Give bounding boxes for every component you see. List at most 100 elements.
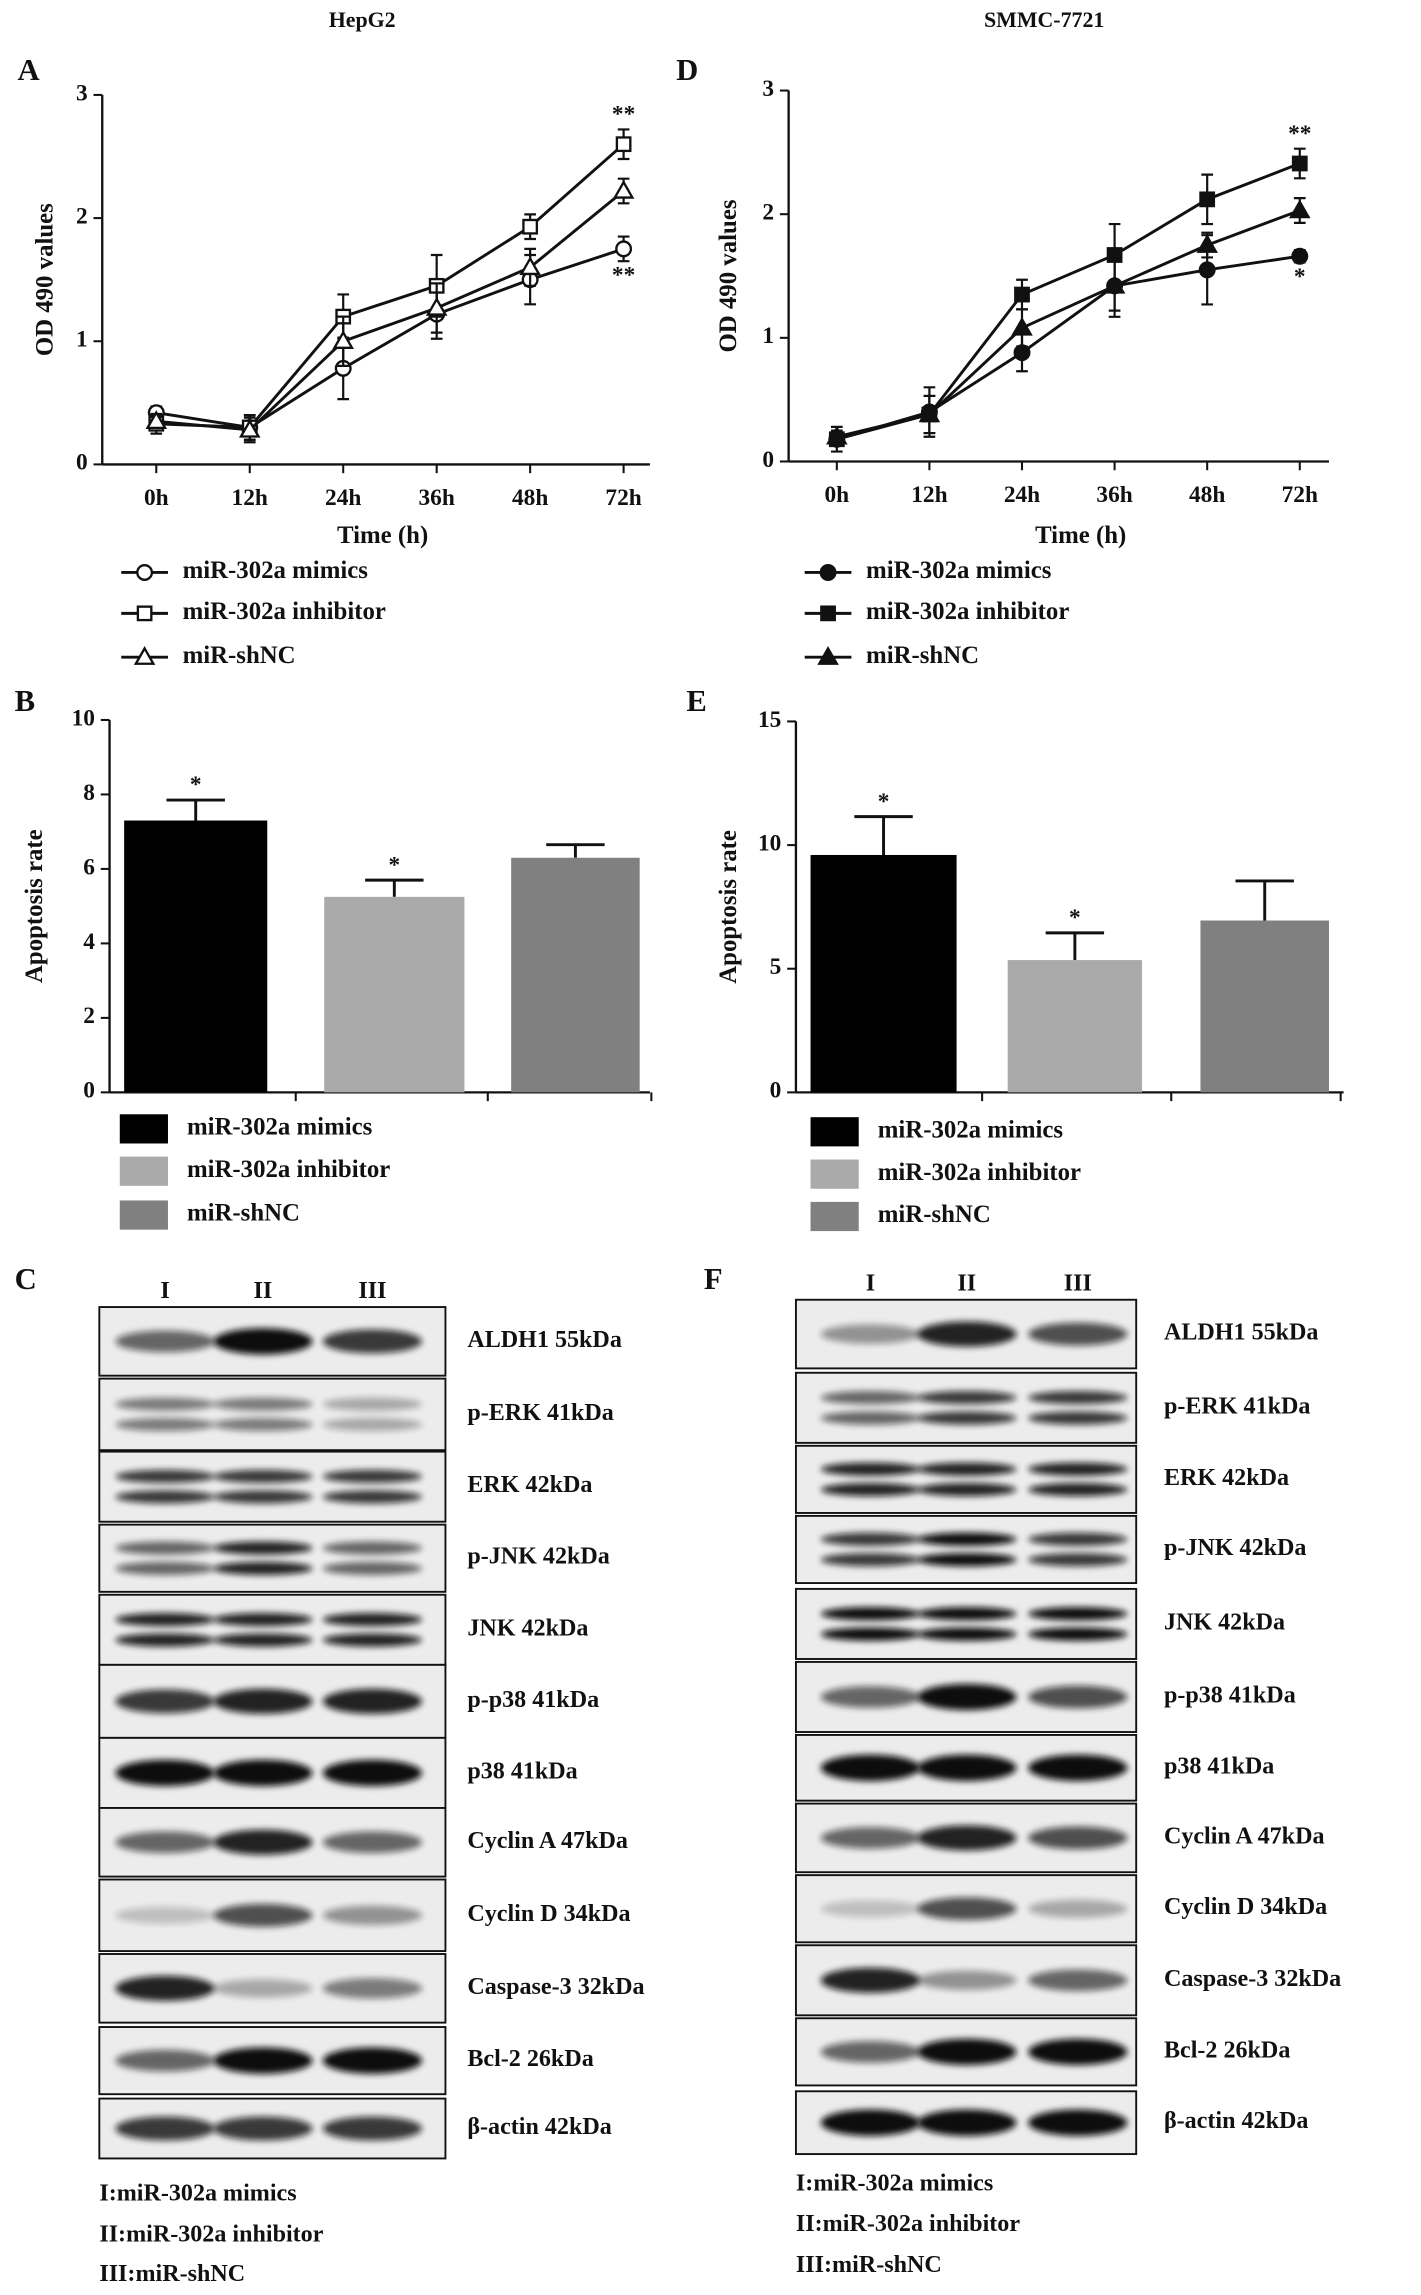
band	[322, 1561, 423, 1576]
bar	[324, 896, 465, 1093]
blot-strip	[98, 1523, 447, 1593]
band	[322, 1759, 423, 1787]
band	[115, 1831, 215, 1854]
y-tick-label: 0	[762, 447, 774, 473]
bar	[124, 820, 268, 1093]
band	[917, 1321, 1017, 1347]
band	[820, 1391, 921, 1405]
band	[820, 1967, 921, 1993]
protein-label: Cyclin A 47kDa	[467, 1828, 628, 1854]
band	[917, 1391, 1017, 1405]
marker	[425, 296, 448, 316]
band	[917, 1553, 1017, 1567]
series-line	[836, 254, 1300, 441]
x-axis-label: Time (h)	[1035, 522, 1126, 549]
x-tick-label: 0h	[824, 482, 849, 508]
lane-label: III	[1064, 1271, 1092, 1297]
legend-label: miR-302a inhibitor	[187, 1156, 390, 1183]
marker	[1199, 191, 1216, 208]
protein-label: ALDH1 55kDa	[467, 1327, 622, 1353]
lane-key: II:miR-302a inhibitor	[796, 2211, 1020, 2237]
legend-label: miR-302a mimics	[183, 557, 369, 584]
protein-label: p38 41kDa	[1164, 1753, 1274, 1779]
marker	[820, 605, 836, 622]
y-tick-label: 0	[770, 1078, 782, 1104]
legend-swatch	[810, 1201, 859, 1232]
band	[1028, 1532, 1128, 1546]
band	[322, 1397, 423, 1411]
legend-swatch	[119, 1114, 168, 1144]
band	[213, 2047, 313, 2074]
significance: **	[1288, 121, 1311, 147]
marker	[1103, 274, 1126, 294]
band	[213, 1469, 313, 1484]
band	[1028, 1462, 1128, 1476]
band	[917, 1483, 1017, 1497]
y-tick-label: 2	[762, 200, 774, 226]
band	[1028, 1826, 1128, 1850]
band	[1028, 1483, 1128, 1497]
protein-label: Bcl-2 26kDa	[467, 2046, 593, 2072]
marker	[826, 425, 848, 445]
protein-label: Bcl-2 26kDa	[1164, 2037, 1290, 2063]
band	[115, 1418, 215, 1432]
band	[115, 1330, 215, 1353]
significance: *	[388, 852, 400, 878]
error-bar	[1045, 931, 1105, 961]
band	[213, 1490, 313, 1504]
y-tick-label: 4	[83, 929, 95, 955]
band	[115, 1397, 215, 1411]
band	[322, 1612, 423, 1627]
band	[820, 1686, 921, 1708]
protein-label: p-p38 41kDa	[467, 1687, 599, 1713]
lane-key: III:miR-shNC	[796, 2252, 942, 2278]
x-tick-label: 12h	[232, 485, 268, 511]
y-tick-label: 15	[758, 707, 781, 733]
series-line	[156, 247, 625, 429]
significance: *	[1069, 905, 1081, 931]
lane-key: I:miR-302a mimics	[99, 2180, 296, 2206]
legend-label: miR-302a mimics	[878, 1117, 1064, 1144]
y-tick-label: 2	[76, 203, 88, 229]
band	[322, 1329, 423, 1354]
legend-swatch	[810, 1117, 859, 1147]
x-tick-label: 72h	[605, 485, 641, 511]
lane-key: II:miR-302a inhibitor	[99, 2221, 323, 2247]
band	[213, 1612, 313, 1627]
marker	[615, 240, 633, 258]
band	[1028, 1411, 1128, 1425]
band	[115, 1906, 215, 1924]
legend-swatch	[119, 1156, 168, 1186]
marker	[1198, 261, 1216, 279]
band	[1028, 2109, 1128, 2136]
chart-title: SMMC-7721	[984, 7, 1104, 32]
band	[1028, 1391, 1128, 1405]
bar	[810, 854, 957, 1093]
blot-strip	[794, 1514, 1138, 1585]
band	[322, 1831, 423, 1854]
marker	[1011, 316, 1033, 336]
band	[820, 1607, 921, 1621]
panel-letter: B	[15, 684, 35, 718]
band	[322, 2116, 423, 2141]
y-tick-label: 5	[770, 954, 782, 980]
marker	[1014, 286, 1030, 303]
y-tick-label: 3	[762, 76, 774, 102]
x-tick-label: 36h	[418, 485, 454, 511]
band	[322, 1688, 423, 1714]
protein-label: Caspase-3 32kDa	[467, 1974, 644, 2000]
band	[917, 2038, 1017, 2065]
y-tick-label: 6	[83, 854, 95, 880]
band	[115, 1612, 215, 1627]
lane-key: I:miR-302a mimics	[796, 2170, 993, 2196]
band	[115, 1561, 215, 1576]
protein-label: ALDH1 55kDa	[1164, 1320, 1319, 1346]
significance: *	[1294, 264, 1306, 290]
lane-label: II	[254, 1278, 273, 1304]
marker	[133, 646, 156, 665]
y-axis-label: OD 490 values	[715, 199, 742, 352]
blot-strip	[794, 1587, 1138, 1660]
y-tick-label: 1	[762, 323, 774, 349]
